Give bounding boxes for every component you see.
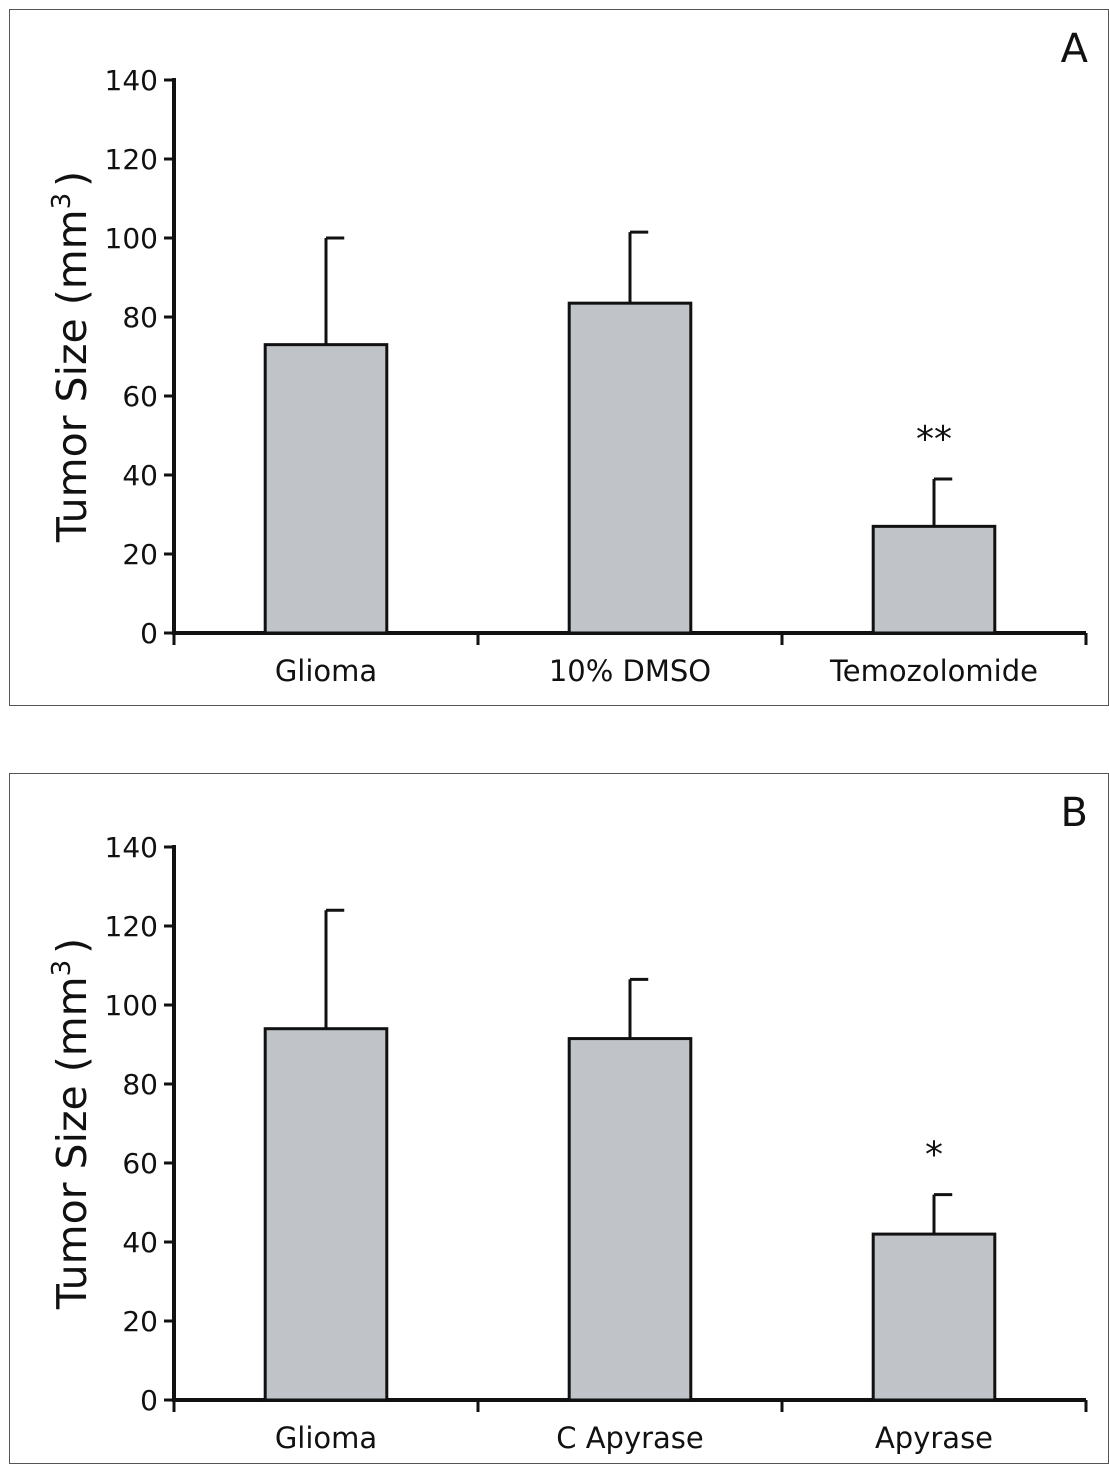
bar-glioma <box>263 1027 389 1402</box>
y-tick-label: 20 <box>122 538 158 571</box>
y-tick-label: 120 <box>105 910 158 943</box>
y-axis-label-text: Tumor Size (mm <box>48 209 96 543</box>
y-tick-label: 0 <box>140 617 158 650</box>
panel-label: B <box>1061 790 1088 836</box>
y-tick-label: 20 <box>122 1305 158 1338</box>
y-tick-label: 0 <box>140 1384 158 1417</box>
y-axis-label-superscript: 3 <box>47 193 77 210</box>
y-tick-label: 80 <box>122 1068 158 1101</box>
x-category-label: Glioma <box>275 654 377 688</box>
chart-panel-a: 0 20 40 60 80 100 120 140 Glioma 10% DMSO Temozolo… <box>9 9 1109 706</box>
panel-label: A <box>1061 26 1089 72</box>
bar-10-dmso <box>567 301 693 635</box>
x-category-label: C Apyrase <box>556 1421 704 1455</box>
x-category-label: 10% DMSO <box>549 654 711 688</box>
significance-marker: * <box>925 1135 943 1176</box>
y-axis-label: Tumor Size (mm3) <box>47 171 96 543</box>
y-axis-label-text: Tumor Size (mm <box>48 976 96 1310</box>
x-category-label: Glioma <box>275 1421 377 1455</box>
y-tick-label: 60 <box>122 380 158 413</box>
y-tick-label: 40 <box>122 459 158 492</box>
y-tick-label: 60 <box>122 1147 158 1180</box>
bar-c-apyrase <box>567 1037 693 1402</box>
chart-panel-b: 0 20 40 60 80 100 120 140 Glioma C Apyrase Apyrase… <box>9 773 1109 1464</box>
bar-chart-a: 0 20 40 60 80 100 120 140 Glioma 10% DMSO Temozolo… <box>47 26 1089 688</box>
y-axis-label-close: ) <box>48 171 96 187</box>
y-tick-label: 100 <box>105 989 158 1022</box>
y-tick-label: 80 <box>122 301 158 334</box>
x-category-label: Temozolomide <box>829 654 1038 688</box>
y-axis-label-close: ) <box>48 938 96 954</box>
y-tick-label: 140 <box>105 64 158 97</box>
bar-apyrase <box>871 1232 997 1402</box>
significance-marker: ** <box>916 419 952 460</box>
y-tick-label: 40 <box>122 1226 158 1259</box>
y-axis-label: Tumor Size (mm3) <box>47 938 96 1310</box>
y-axis-label-superscript: 3 <box>47 960 77 977</box>
bar-temozolomide <box>871 524 997 635</box>
y-tick-label: 140 <box>105 831 158 864</box>
y-tick-label: 120 <box>105 143 158 176</box>
bar-chart-b: 0 20 40 60 80 100 120 140 Glioma C Apyrase Apyrase… <box>47 790 1088 1455</box>
y-tick-label: 100 <box>105 222 158 255</box>
bar-glioma <box>263 343 389 635</box>
x-category-label: Apyrase <box>875 1421 993 1455</box>
